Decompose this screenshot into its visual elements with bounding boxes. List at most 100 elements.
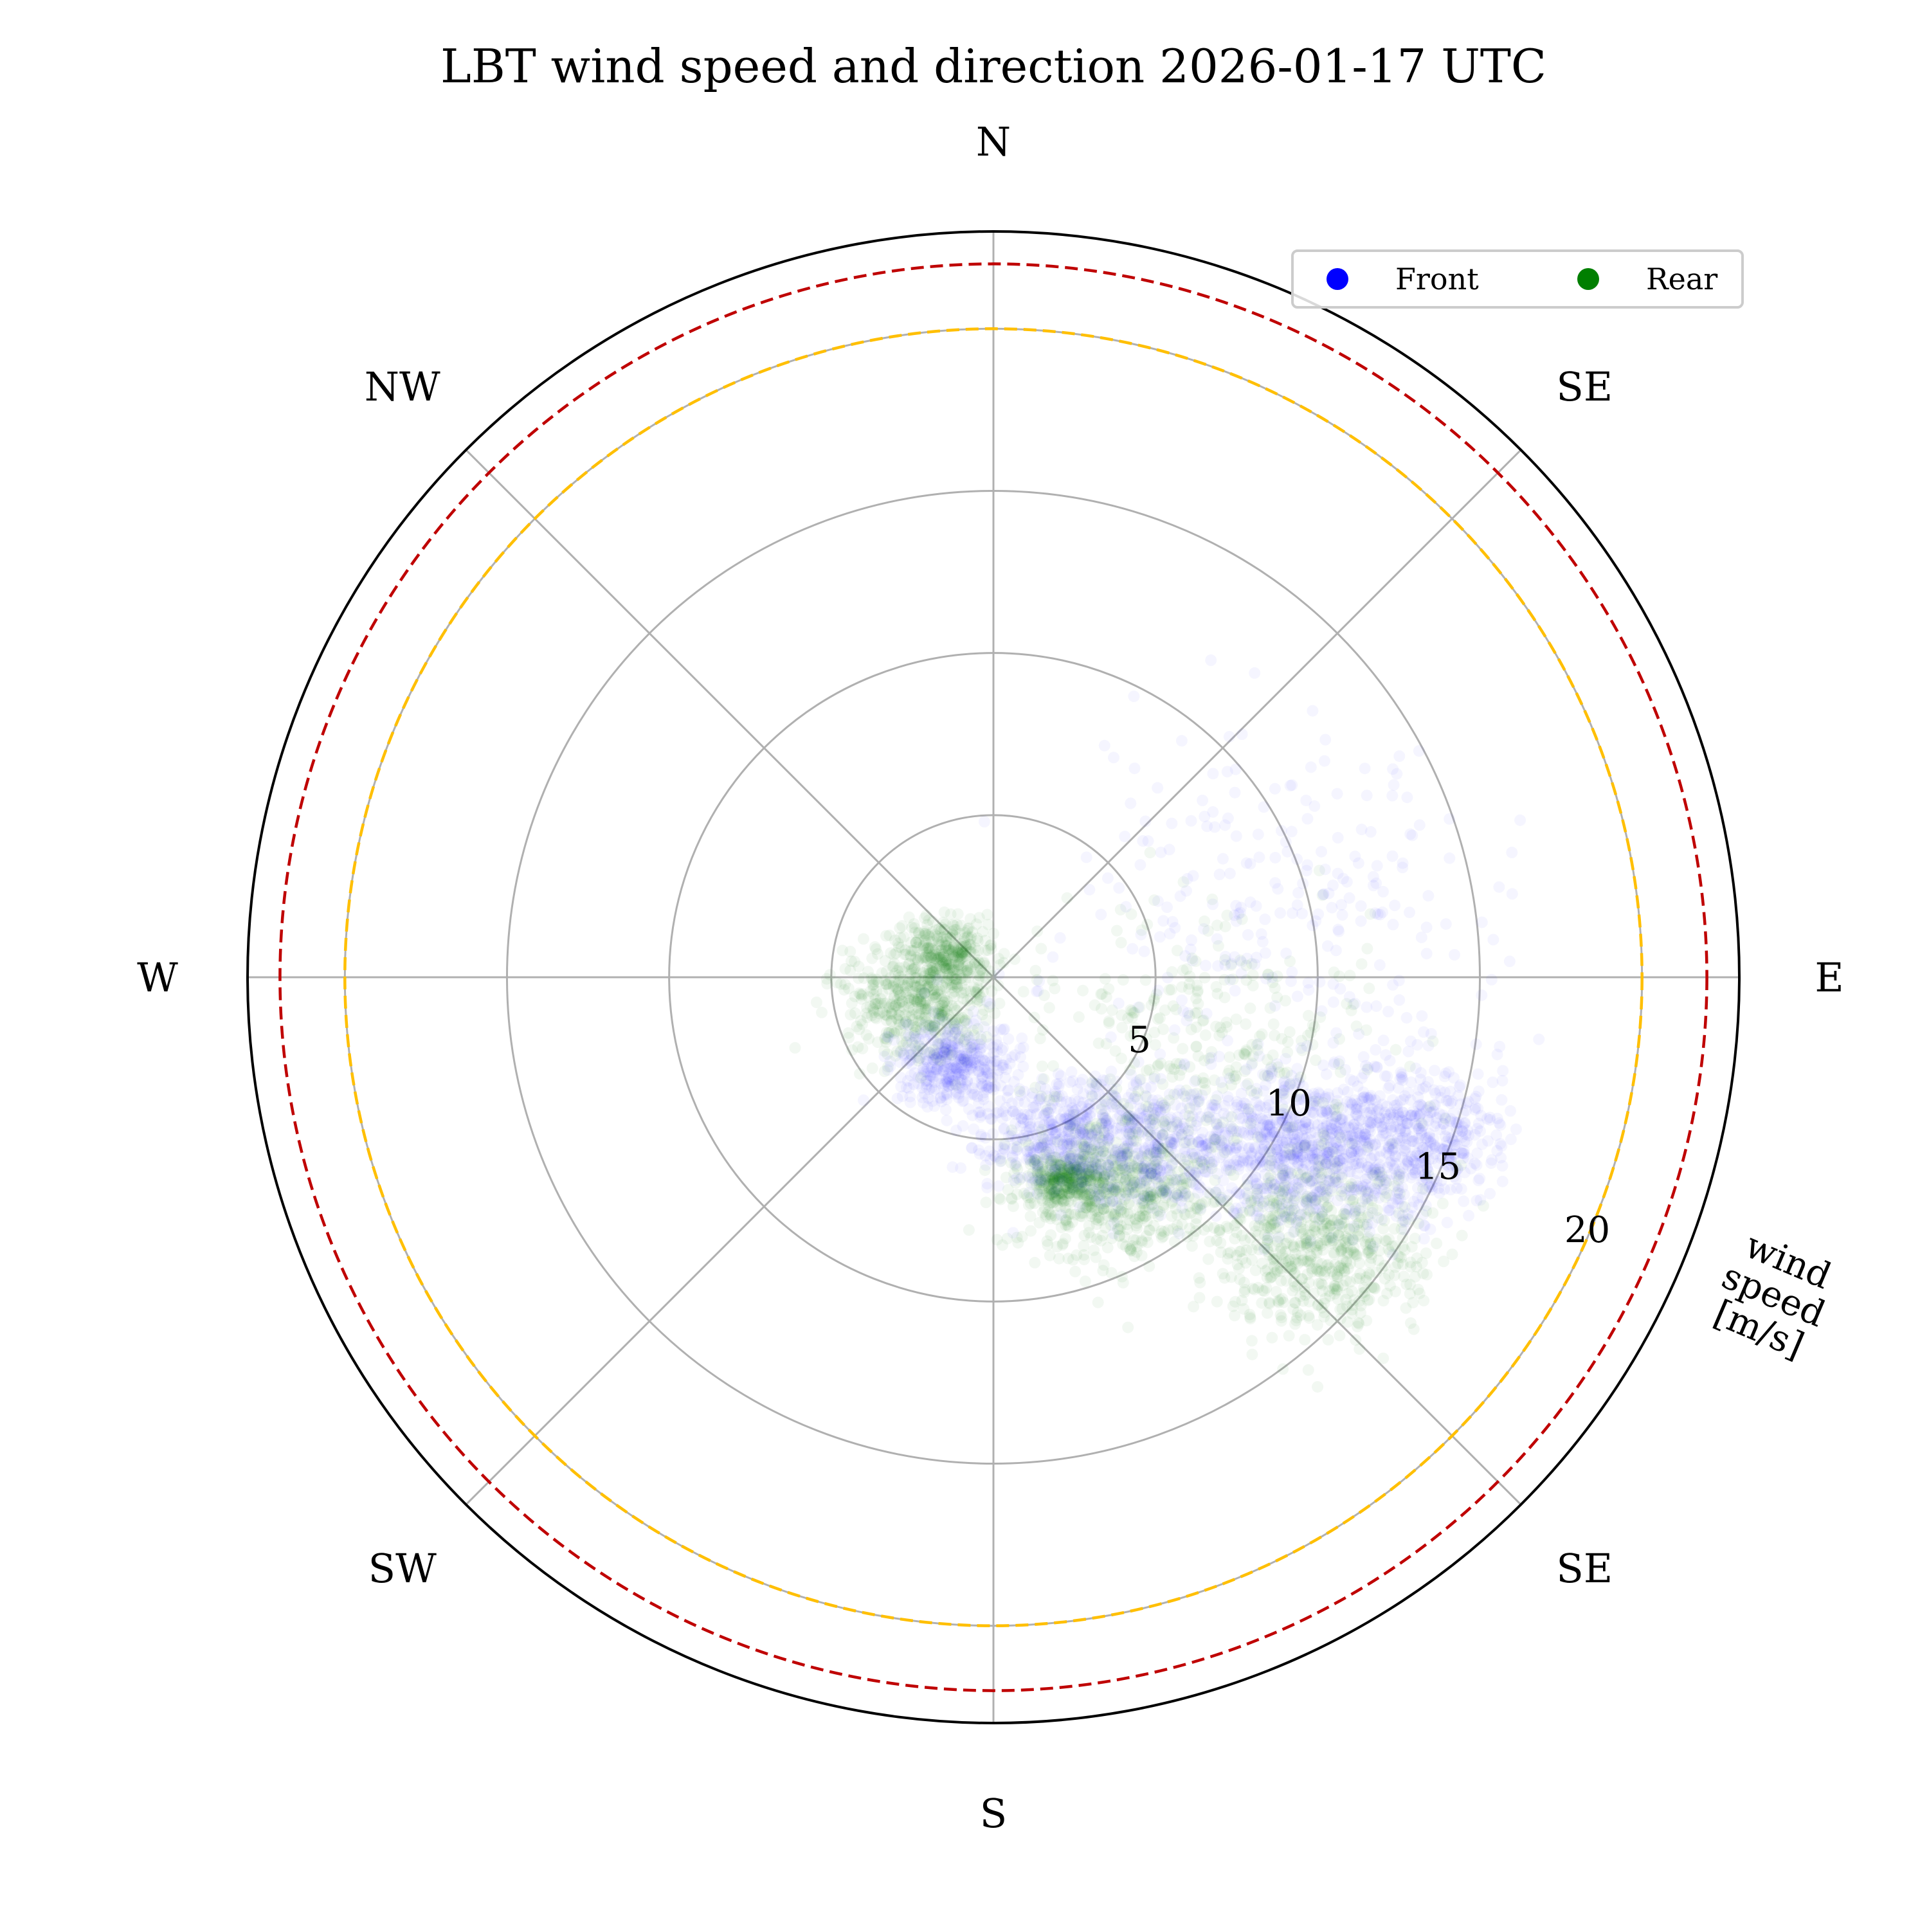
rear-point-951 [1025, 1211, 1037, 1222]
front-point-1200 [1240, 1187, 1252, 1199]
front-point-1546 [1211, 1113, 1222, 1124]
front-point-1164 [1349, 1094, 1361, 1106]
front-point-146 [1253, 1038, 1264, 1050]
rear-point-947 [1025, 1225, 1037, 1237]
front-point-1183 [1298, 1140, 1310, 1151]
front-point-1568 [1108, 1228, 1119, 1240]
rear-point-1958 [886, 998, 898, 1010]
front-point-2376 [1222, 813, 1234, 824]
rear-point-616 [1289, 1241, 1300, 1252]
front-point-2306 [956, 1074, 968, 1086]
rear-point-2333 [1141, 919, 1153, 930]
rear-point-1050 [1012, 1237, 1024, 1249]
front-point-524 [1413, 1199, 1425, 1211]
rear-point-1953 [845, 1009, 856, 1020]
front-point-2317 [970, 1015, 982, 1026]
front-point-1007 [1218, 1175, 1229, 1186]
front-point-2293 [902, 1019, 914, 1031]
rear-point-276 [1421, 1269, 1433, 1281]
front-point-1871 [1031, 1108, 1042, 1120]
front-point-1551 [1155, 1073, 1166, 1085]
front-point-1553 [1113, 1202, 1125, 1214]
rear-point-2504 [1344, 970, 1355, 981]
front-point-2217 [953, 1092, 964, 1103]
front-point-1933 [1023, 1171, 1035, 1183]
rear-point-2331 [1140, 974, 1152, 986]
rear-point-597 [1236, 1295, 1248, 1306]
front-point-1195 [1316, 1123, 1328, 1134]
front-point-609 [1384, 1157, 1395, 1169]
front-point-590 [1414, 1110, 1426, 1122]
rear-point-1990 [885, 972, 896, 984]
rear-point-1127 [1097, 1230, 1109, 1241]
front-point-1045 [1254, 1213, 1265, 1224]
front-point-868 [1367, 1241, 1379, 1252]
front-point-180 [1458, 1195, 1469, 1207]
rear-point-1743 [843, 1032, 855, 1043]
rear-point-1028 [1006, 1193, 1018, 1205]
rear-point-1571 [811, 997, 822, 1008]
rear-point-594 [1283, 1330, 1295, 1342]
front-point-130 [1505, 1105, 1516, 1117]
rear-point-387 [1246, 1349, 1258, 1360]
front-point-1171 [1359, 1128, 1371, 1140]
front-point-984 [1245, 1059, 1257, 1070]
rear-point-1809 [867, 1063, 878, 1074]
rear-point-2572 [1268, 1018, 1280, 1030]
rear-point-2283 [919, 912, 930, 924]
front-point-1193 [1345, 1152, 1356, 1164]
rear-point-412 [1334, 1330, 1346, 1341]
rear-point-1232 [1069, 1266, 1081, 1277]
front-point-517 [1487, 1076, 1499, 1088]
front-point-1170 [1247, 1173, 1258, 1185]
front-point-2319 [925, 1070, 937, 1081]
front-point-1831 [1093, 1137, 1105, 1149]
rear-point-101 [1312, 1381, 1323, 1393]
rear-point-1225 [1144, 1225, 1155, 1236]
front-point-1795 [1037, 1073, 1048, 1085]
rear-point-637 [1314, 1266, 1326, 1277]
front-point-472 [1411, 1039, 1423, 1051]
front-point-51 [1378, 1034, 1390, 1046]
front-point-2332 [942, 1057, 954, 1069]
rear-point-505 [1342, 1316, 1354, 1328]
front-point-1572 [1179, 1159, 1191, 1170]
rear-point-564 [1400, 1279, 1412, 1290]
front-point-1837 [998, 1124, 1010, 1135]
front-point-1124 [1327, 1110, 1338, 1122]
rear-point-740 [1080, 1276, 1091, 1287]
theta-grid-line-8 [466, 450, 993, 977]
rear-point-388 [1381, 1288, 1393, 1299]
rear-point-2552 [1100, 973, 1111, 984]
rear-point-426 [1354, 1272, 1366, 1284]
front-point-1895 [1011, 1172, 1023, 1184]
rear-point-2173 [971, 919, 983, 930]
rear-point-1217 [1137, 1209, 1149, 1221]
front-point-2333 [940, 1037, 952, 1049]
front-point-1476 [1165, 1112, 1177, 1123]
front-point-1539 [1157, 1130, 1168, 1141]
front-point-691 [1332, 1195, 1343, 1206]
front-point-1673 [981, 1182, 993, 1193]
rear-point-607 [1296, 1273, 1308, 1285]
front-point-598 [1415, 1099, 1427, 1111]
front-point-1251 [1173, 1228, 1185, 1240]
front-point-2373 [1269, 1000, 1281, 1012]
front-point-2370 [1355, 916, 1367, 927]
rear-point-334 [1277, 1363, 1289, 1375]
front-point-2274 [1002, 1092, 1013, 1103]
front-point-1054 [1230, 1102, 1242, 1114]
rear-point-466 [1204, 1236, 1215, 1247]
front-point-1854 [1067, 1182, 1078, 1193]
front-point-1900 [1049, 1186, 1060, 1198]
front-point-1801 [1008, 1227, 1019, 1238]
rear-point-2525 [1145, 847, 1156, 858]
front-point-1930 [1062, 1105, 1074, 1116]
front-point-155 [1327, 1037, 1339, 1049]
front-point-2324 [999, 1024, 1010, 1035]
rear-point-2318 [1177, 1043, 1188, 1054]
rear-point-520 [1241, 1245, 1253, 1256]
front-point-2287 [975, 1081, 987, 1093]
front-point-2085 [931, 974, 943, 986]
front-point-1896 [1019, 1097, 1031, 1108]
